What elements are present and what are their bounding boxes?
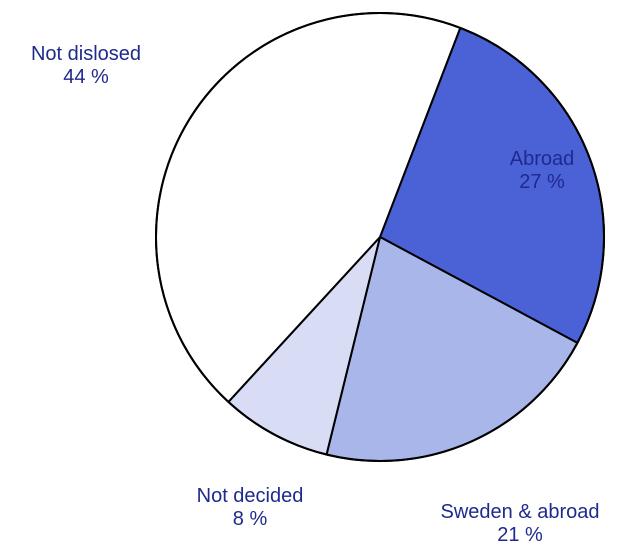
slice-value-sweden-abroad: 21 %: [497, 524, 543, 545]
slice-value-not-decided: 8 %: [233, 508, 268, 530]
slice-value-not-dislosed: 44 %: [63, 66, 109, 88]
pie-outline: [155, 12, 605, 462]
slice-value-abroad: 27 %: [519, 171, 565, 193]
slice-label-not-dislosed: Not dislosed: [31, 43, 141, 65]
slice-label-not-decided: Not decided: [197, 485, 304, 507]
slice-label-sweden-abroad: Sweden & abroad: [440, 501, 599, 523]
pie-slices: [155, 12, 605, 462]
slice-label-abroad: Abroad: [510, 148, 575, 170]
